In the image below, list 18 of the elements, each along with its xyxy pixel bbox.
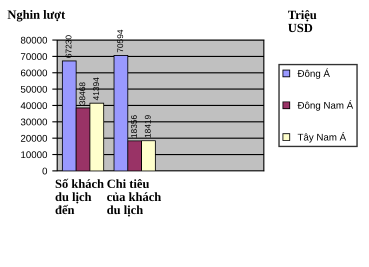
- legend-label: Tây Nam Á: [298, 132, 346, 143]
- y-tick-label: 20000: [20, 134, 48, 142]
- y-tick-label: 40000: [20, 102, 48, 110]
- y-tick-label: 80000: [20, 36, 48, 44]
- y-tick-label: 50000: [20, 86, 48, 93]
- legend-label: Đông Nam Á: [298, 100, 354, 111]
- y-axis-title: Nghin lượt: [8, 10, 66, 22]
- text: Triệu USD: [288, 10, 316, 32]
- legend-label: Đông Á: [298, 68, 330, 79]
- y-tick-label: 30000: [20, 118, 48, 126]
- y-tick-label: 0: [42, 168, 48, 174]
- y-tick-label: 10000: [21, 151, 48, 158]
- y-tick-label: 60000: [20, 69, 48, 76]
- y-tick-label: 70000: [20, 53, 48, 60]
- data-label: 38468: [79, 82, 86, 105]
- x-tick-label: Chi tiêu của khách du lịch: [107, 179, 162, 216]
- x-tick-label: Số khách du lịch đến: [56, 178, 104, 214]
- data-label: 18356: [131, 115, 137, 138]
